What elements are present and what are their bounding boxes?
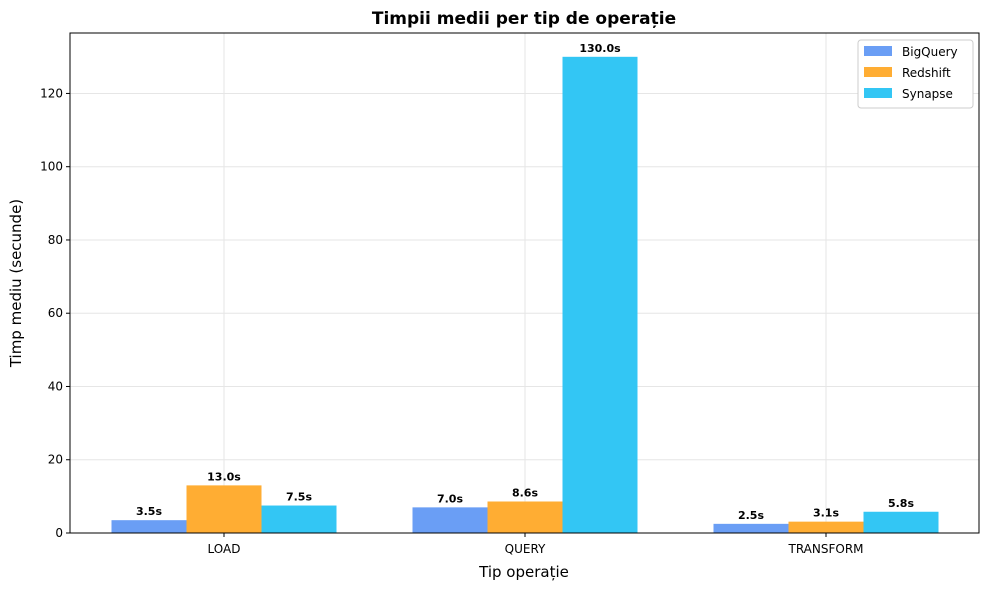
data-labels: 3.5s 7.0s 2.5s 13.0s 8.6s 3.1s 7.5s 130.0s 5.8s xyxy=(136,42,914,522)
y-tick-label: 60 xyxy=(48,306,63,320)
legend-label-bigquery: BigQuery xyxy=(902,45,958,59)
bar-redshift-load xyxy=(186,485,262,533)
data-label: 7.0s xyxy=(437,492,463,505)
chart-title: Timpii medii per tip de operație xyxy=(372,9,676,29)
legend-swatch-redshift xyxy=(864,67,892,77)
x-tick-label: LOAD xyxy=(208,542,241,556)
y-tick-label: 0 xyxy=(55,526,63,540)
y-axis-ticks: 0 20 40 60 80 100 120 xyxy=(40,86,70,540)
x-axis-ticks: LOAD QUERY TRANSFORM xyxy=(208,533,864,556)
bar-bigquery-transform xyxy=(713,523,789,533)
data-label: 5.8s xyxy=(888,497,914,510)
bar-bigquery-query xyxy=(412,507,488,533)
x-tick-label: TRANSFORM xyxy=(787,542,863,556)
bars xyxy=(111,56,939,534)
data-label: 130.0s xyxy=(579,42,621,55)
grid-lines xyxy=(70,33,979,534)
y-axis-label: Timp mediu (secunde) xyxy=(7,199,25,368)
x-tick-label: QUERY xyxy=(505,542,546,556)
y-tick-label: 80 xyxy=(48,233,63,247)
legend-label-redshift: Redshift xyxy=(902,66,951,80)
data-label: 3.1s xyxy=(813,507,839,520)
y-tick-label: 100 xyxy=(40,160,63,174)
y-tick-label: 40 xyxy=(48,379,63,393)
bar-synapse-query xyxy=(562,56,638,534)
legend-swatch-bigquery xyxy=(864,46,892,56)
data-label: 8.6s xyxy=(512,486,538,499)
data-label: 3.5s xyxy=(136,505,162,518)
bar-redshift-query xyxy=(487,501,563,533)
data-label: 13.0s xyxy=(207,470,241,483)
bar-redshift-transform xyxy=(788,521,864,533)
bar-synapse-load xyxy=(261,505,337,533)
data-label: 7.5s xyxy=(286,491,312,504)
legend-label-synapse: Synapse xyxy=(902,87,953,101)
data-label: 2.5s xyxy=(738,509,764,522)
legend: BigQuery Redshift Synapse xyxy=(857,39,974,109)
bar-synapse-transform xyxy=(863,511,939,533)
y-tick-label: 120 xyxy=(40,86,63,100)
bar-bigquery-load xyxy=(111,520,187,533)
legend-swatch-synapse xyxy=(864,88,892,98)
y-tick-label: 20 xyxy=(48,453,63,467)
x-axis-label: Tip operație xyxy=(478,563,569,581)
